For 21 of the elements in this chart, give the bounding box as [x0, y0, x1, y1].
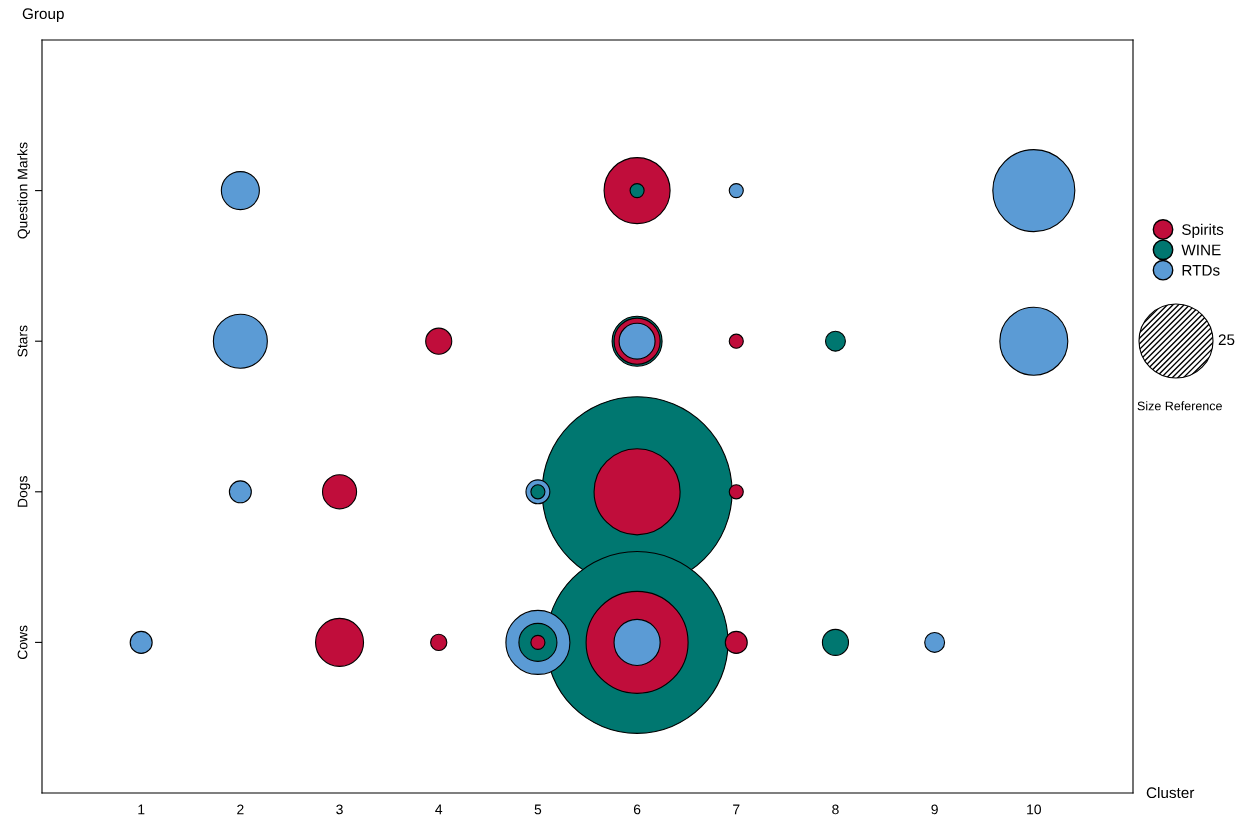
y-tick-label: Dogs [17, 476, 31, 507]
x-tick-label: 1 [138, 804, 145, 815]
x-tick-label: 10 [1027, 804, 1041, 815]
x-tick-label: 6 [633, 804, 641, 815]
x-axis-title: Cluster [1146, 786, 1195, 799]
legend-label: Spirits [1182, 223, 1224, 238]
x-tick-label: 4 [435, 804, 443, 815]
y-tick-label: Stars [17, 325, 28, 357]
text: Size Reference [1137, 401, 1222, 411]
x-tick-label: 2 [237, 804, 244, 815]
y-tick-label: Cows [17, 625, 28, 660]
legend-label: WINE [1181, 244, 1221, 256]
x-tick-label: 5 [534, 804, 542, 815]
legend-label: RTDs [1182, 265, 1220, 276]
x-tick-label: 9 [931, 804, 938, 815]
x-tick-label: 7 [733, 804, 740, 815]
y-axis-title: Group [22, 8, 64, 23]
x-tick-label: 8 [832, 804, 839, 815]
y-tick-label: Question Marks [17, 142, 30, 239]
x-tick-label: 3 [336, 804, 343, 815]
legend-label: 25 [1218, 334, 1235, 346]
